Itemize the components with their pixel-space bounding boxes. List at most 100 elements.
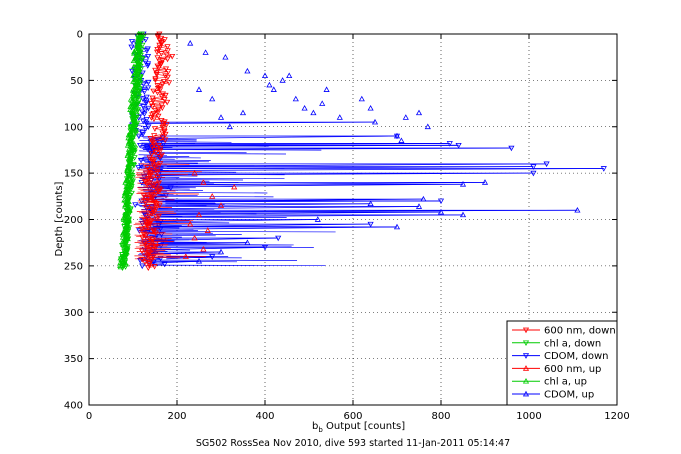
- cdom-spike-line: [139, 140, 197, 142]
- cdom-spike-point: [459, 211, 467, 218]
- red-down-point: [151, 264, 158, 270]
- red-down-point: [155, 113, 162, 120]
- cdom-spike-line: [148, 226, 398, 230]
- cdom-spike-point: [314, 216, 321, 222]
- cdom-spike-point: [275, 235, 282, 242]
- chla-up-point: [124, 195, 131, 202]
- red-down-point: [149, 159, 156, 166]
- red-down-point: [149, 98, 157, 105]
- cdom-spike-line: [160, 135, 398, 139]
- red-down-point: [159, 91, 167, 98]
- cdom-spike-line: [147, 194, 198, 196]
- cdom-spike-line: [144, 144, 174, 146]
- red-down-point: [159, 58, 166, 64]
- legend-label: CDOM, up: [544, 390, 594, 401]
- chla-up-point: [128, 158, 135, 164]
- red-down-point: [148, 115, 155, 121]
- cdom-down-point: [141, 89, 148, 95]
- cdom-up-point: [310, 109, 317, 116]
- red-down-point: [159, 124, 166, 131]
- cdom-up-point: [187, 40, 194, 46]
- red-down-point: [150, 229, 157, 235]
- red-down-point: [161, 119, 168, 125]
- y-tick-label: 350: [64, 354, 83, 365]
- red-down-point: [165, 80, 173, 86]
- x-tick-label: 800: [431, 411, 450, 422]
- cdom-down-point: [139, 70, 146, 77]
- red-up-point: [191, 234, 198, 241]
- chla-down-point: [130, 163, 138, 169]
- legend-label: chl a, down: [544, 338, 601, 349]
- red-down-point: [150, 116, 158, 123]
- legend-swatch-marker: [522, 340, 530, 347]
- red-down-point: [162, 66, 170, 73]
- cdom-spike-line: [138, 186, 196, 189]
- x-axis-label: bb Output [counts]: [312, 421, 405, 434]
- chla-up-point: [135, 66, 142, 72]
- chla-up-point: [127, 136, 134, 142]
- red-down-point: [165, 69, 172, 75]
- cdom-up-point: [415, 109, 423, 116]
- chla-up-point: [125, 198, 132, 205]
- cdom-down-point: [143, 100, 150, 106]
- cdom-up-point: [209, 95, 216, 102]
- red-down-point: [158, 41, 165, 47]
- red-down-point: [160, 78, 168, 85]
- cdom-spike-line: [155, 209, 578, 213]
- cdom-down-point: [129, 68, 136, 75]
- chla-up-point: [117, 263, 124, 270]
- red-down-point: [159, 105, 166, 111]
- cdom-spike-line: [158, 206, 420, 210]
- red-down-point: [161, 129, 168, 135]
- red-down-point: [161, 97, 168, 103]
- red-down-point: [155, 142, 162, 149]
- red-down-point: [147, 177, 154, 184]
- cdom-down-point: [144, 53, 152, 60]
- chla-up-point: [127, 103, 134, 110]
- chla-down-point: [138, 56, 146, 62]
- cdom-spike-line: [152, 172, 363, 174]
- chla-up-point: [128, 159, 135, 166]
- cdom-up-point: [286, 72, 293, 79]
- cdom-spike-line: [141, 231, 336, 233]
- red-up-point: [182, 253, 189, 259]
- cdom-down-point: [140, 104, 147, 110]
- cdom-spike-line: [153, 180, 210, 182]
- cdom-spike-point: [415, 203, 423, 209]
- cdom-spike-line: [156, 214, 464, 218]
- cdom-spike-point: [459, 181, 467, 187]
- cdom-spike-line: [149, 207, 169, 209]
- cdom-spike-line: [137, 229, 198, 231]
- x-tick-label: 1000: [516, 411, 541, 422]
- cdom-up-point: [398, 137, 405, 143]
- cdom-spike-line: [138, 259, 298, 261]
- red-up-point: [200, 245, 207, 252]
- red-down-point: [156, 38, 164, 45]
- cdom-down-point: [138, 157, 145, 164]
- cdom-up-point: [393, 132, 401, 139]
- cdom-spike-line: [152, 211, 442, 215]
- red-up-point: [195, 211, 203, 218]
- legend-swatch-marker: [522, 365, 530, 371]
- red-down-point: [154, 83, 161, 89]
- red-down-point: [150, 110, 157, 117]
- red-down-point: [146, 155, 153, 162]
- red-down-point: [158, 51, 165, 57]
- chla-up-point: [130, 143, 137, 150]
- red-down-point: [152, 184, 159, 191]
- cdom-spike-line: [153, 153, 286, 155]
- chla-up-point: [121, 253, 128, 259]
- cdom-down-point: [139, 263, 146, 270]
- chla-up-point: [125, 223, 132, 230]
- y-tick-label: 400: [64, 401, 83, 412]
- chla-up-point: [125, 173, 132, 179]
- cdom-spike-line: [154, 202, 216, 204]
- red-down-point: [158, 102, 165, 109]
- legend-swatch-marker: [522, 353, 530, 359]
- cdom-spike-line: [143, 185, 234, 187]
- cdom-spike-line: [139, 177, 285, 180]
- cdom-up-point: [292, 95, 299, 102]
- y-axis-label: Depth [counts]: [54, 181, 65, 256]
- red-down-point: [154, 49, 161, 56]
